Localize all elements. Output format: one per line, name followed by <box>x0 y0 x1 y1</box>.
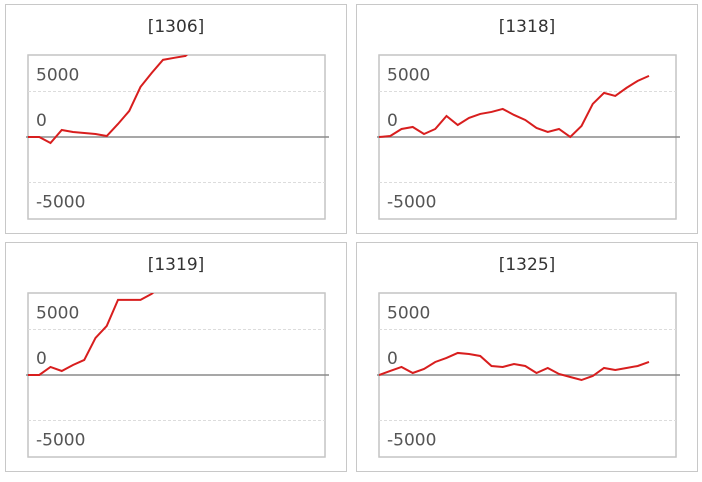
y-tick-label: -5000 <box>36 431 85 451</box>
y-tick-label: 5000 <box>387 303 430 323</box>
y-tick-label: -5000 <box>387 193 436 213</box>
y-tick-label: 0 <box>36 111 47 131</box>
panel-border <box>5 4 347 234</box>
panel-border <box>356 4 698 234</box>
y-tick-label: 5000 <box>36 303 79 323</box>
y-tick-label: 0 <box>36 349 47 369</box>
data-line <box>28 55 189 145</box>
chart-panel: [1319] -5000 0 5000 <box>5 242 347 472</box>
panel-border <box>5 242 347 472</box>
chart-title: [1325] <box>499 255 556 275</box>
data-line <box>379 74 650 139</box>
panel-border <box>356 242 698 472</box>
chart-panel: [1325] -5000 0 5000 <box>356 242 698 472</box>
y-tick-label: 0 <box>387 349 398 369</box>
chart-title: [1306] <box>148 17 205 37</box>
y-tick-label: -5000 <box>36 193 85 213</box>
data-line <box>379 351 650 382</box>
chart-title: [1318] <box>499 17 556 37</box>
y-tick-label: 5000 <box>387 65 430 85</box>
data-line <box>28 293 155 376</box>
y-tick-label: 0 <box>387 111 398 131</box>
chart-title: [1319] <box>148 255 205 275</box>
chart-panel: [1318] -5000 0 5000 <box>356 4 698 234</box>
chart-panel: [1306] -5000 0 5000 <box>5 4 347 234</box>
y-tick-label: -5000 <box>387 431 436 451</box>
y-tick-label: 5000 <box>36 65 79 85</box>
